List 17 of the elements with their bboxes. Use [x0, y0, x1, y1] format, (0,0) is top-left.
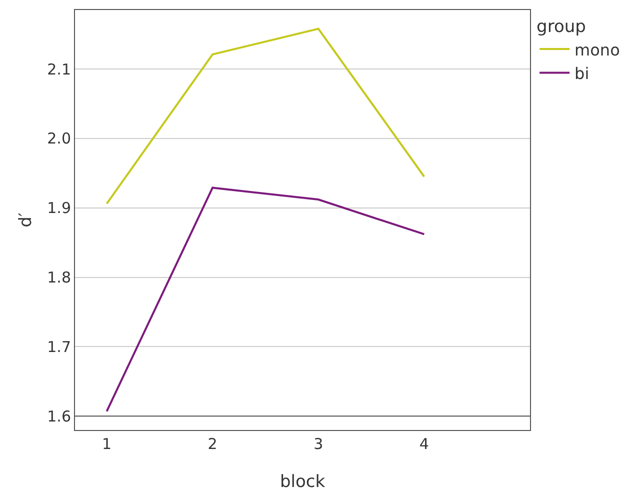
x-tick-label: 1 — [102, 435, 112, 453]
x-tick-label: 4 — [419, 435, 429, 453]
line-series — [106, 186, 426, 412]
x-tick-label: 3 — [314, 435, 324, 453]
y-tick-label: 1.6 — [47, 407, 71, 426]
line-series — [106, 28, 426, 205]
x-axis-title: block — [280, 472, 326, 492]
legend-label: bi — [574, 64, 590, 84]
y-tick-label: 1.7 — [47, 338, 71, 356]
legend-label: mono — [574, 40, 620, 60]
y-tick-label: 2.1 — [47, 60, 71, 78]
y-tick-label: 1.9 — [47, 199, 71, 218]
y-tick-label: 1.8 — [47, 268, 71, 287]
legend-title: group — [536, 17, 586, 38]
y-axis-title: d′ — [16, 212, 36, 228]
x-tick-label: 2 — [208, 435, 218, 453]
y-tick-label: 2.0 — [47, 130, 71, 148]
